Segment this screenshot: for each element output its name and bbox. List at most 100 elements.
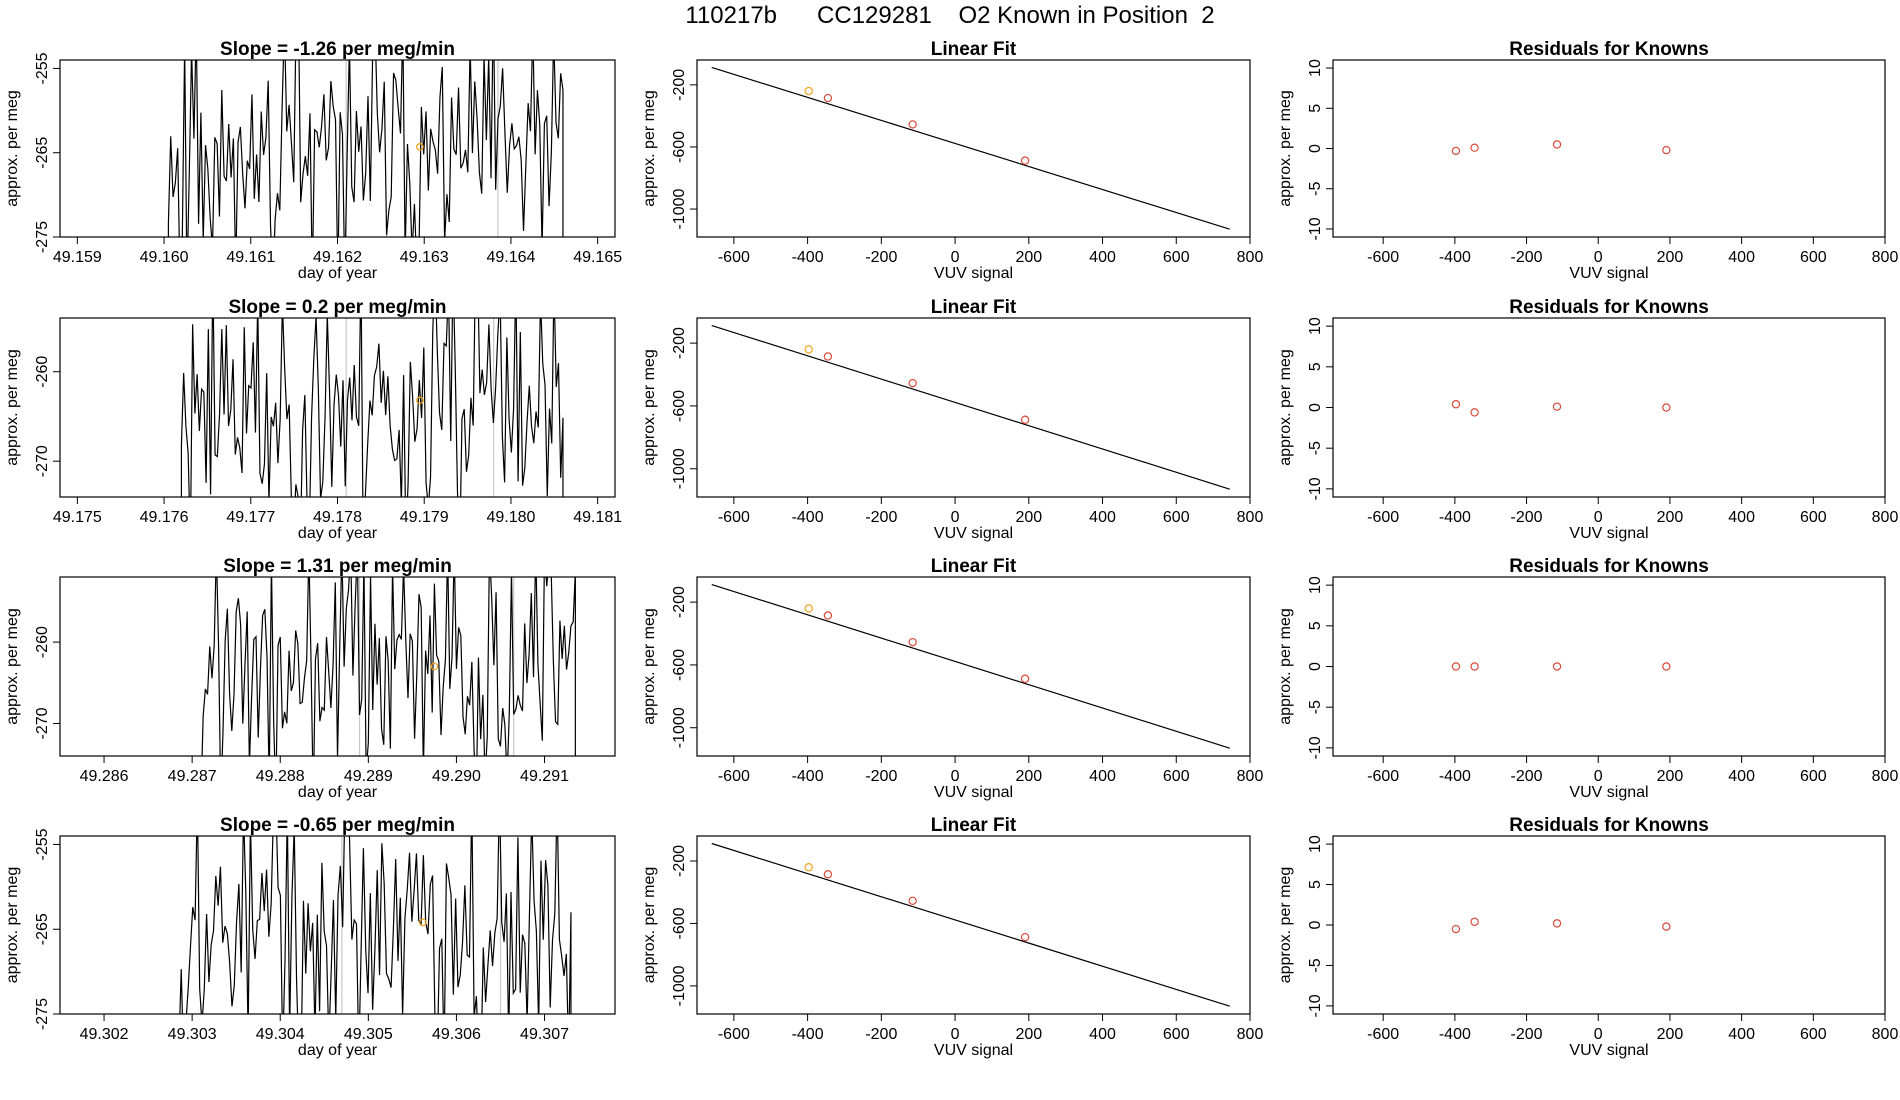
y-axis-label: approx. per meg [1277,349,1294,466]
panel-row4-time-series: Slope = -0.65 per meg/min 49.302 49.303 49.… [4,815,616,1059]
average-point [419,918,427,927]
y-tick-label: -275 [34,221,51,253]
x-tick-label: 800 [1237,509,1264,526]
y-tick-label: -200 [671,845,688,877]
y-tick-label: -10 [1307,994,1324,1017]
data-point [1020,156,1030,165]
residual-point [1451,146,1461,156]
y-tick-label: 0 [1307,662,1324,671]
x-tick-label: 600 [1800,768,1827,785]
y-tick-label: 0 [1307,144,1324,153]
residual-point [1470,408,1479,417]
x-tick-label: -600 [718,509,750,526]
y-tick-label: -600 [671,907,688,939]
average-point [416,396,424,405]
x-tick-label: -600 [718,249,750,266]
plot-area [167,60,564,237]
x-tick-label: -400 [1439,249,1471,266]
y-tick-label: -5 [1307,700,1324,714]
x-tick-label: 49.304 [256,1026,305,1043]
y-tick-label: 5 [1307,880,1324,889]
y-tick-label: -270 [34,445,51,477]
x-tick-label: -600 [1367,768,1399,785]
y-tick-label: -5 [1307,441,1324,455]
plot-area [1451,662,1671,671]
y-tick-label: -10 [1307,217,1324,240]
x-tick-label: 200 [1657,249,1684,266]
x-axis-label: VUV signal [1569,525,1648,542]
residual-point [1662,662,1671,671]
plot-frame [1332,835,1886,1015]
x-tick-label: 49.178 [313,509,362,526]
x-tick-label: 49.165 [573,249,622,266]
x-tick-label: 0 [951,768,960,785]
x-tick-label: 49.303 [168,1026,217,1043]
y-tick-label: -260 [34,626,51,658]
x-tick-label: 49.287 [168,768,217,785]
plot-area [711,842,1230,1007]
x-tick-label: 49.286 [80,768,129,785]
plot-frame [696,576,1251,757]
x-tick-label: -400 [792,249,824,266]
residual-point [1552,662,1562,671]
panel-row3-linear-fit: Linear Fit -600 -400 -200 0 200 400 600 800 VUV s… [641,556,1263,801]
x-tick-label: -200 [1511,1026,1543,1043]
plot-area [1451,400,1671,417]
plot-frame [1332,317,1886,498]
x-tick-label: -400 [792,768,824,785]
panel-row2-residuals: Residuals for Knowns -600 -400 -200 0 200 400 6… [1277,297,1898,542]
x-tick-label: -200 [1511,509,1543,526]
x-tick-label: 0 [1594,1026,1603,1043]
x-tick-label: -200 [1511,249,1543,266]
panel-title: Linear Fit [931,39,1017,60]
x-tick-label: 600 [1163,1026,1190,1043]
data-point [908,120,917,129]
x-tick-label: 800 [1872,1026,1899,1043]
x-tick-label: 49.181 [573,509,622,526]
residual-point [1552,140,1562,149]
x-tick-label: 200 [1015,509,1042,526]
x-tick-label: 49.159 [53,249,102,266]
plot-area [179,836,572,1014]
y-tick-label: -265 [34,913,51,945]
panel-row1-linear-fit: Linear Fit -600 -400 -200 0 200 400 600 800 VUV s… [641,39,1263,282]
x-tick-label: 400 [1728,1026,1755,1043]
residual-point [1470,143,1479,152]
data-point [823,352,833,361]
residual-point [1451,662,1461,671]
x-tick-label: 600 [1163,249,1190,266]
x-tick-label: 0 [1594,768,1603,785]
x-tick-label: 49.163 [400,249,449,266]
x-tick-label: 200 [1657,768,1684,785]
y-axis-label: approx. per meg [641,608,658,725]
residual-point [1552,402,1562,411]
data-point [823,93,833,103]
plot-area [1451,917,1671,934]
residual-point [1662,403,1671,412]
panel-title: Slope = -0.65 per meg/min [220,815,455,836]
x-tick-label: 49.161 [226,249,275,266]
residual-point [1451,400,1461,409]
y-tick-label: -255 [34,52,51,84]
data-point [908,637,917,647]
fit-line [711,324,1230,490]
x-tick-label: -400 [792,1026,824,1043]
x-tick-label: 49.164 [486,249,535,266]
average-point [430,662,439,671]
x-tick-label: 800 [1872,768,1899,785]
x-axis-label: VUV signal [1569,265,1648,282]
panel-row4-linear-fit: Linear Fit -600 -400 -200 0 200 400 600 800 VUV s… [641,815,1263,1059]
plot-area [711,324,1230,490]
data-point [804,86,813,96]
y-tick-label: 10 [1307,317,1324,335]
x-tick-label: 800 [1872,509,1899,526]
plot-frame [59,317,616,498]
x-tick-label: 49.307 [520,1026,569,1043]
panel-title: Linear Fit [931,556,1017,577]
plot-area [711,583,1230,749]
x-tick-label: -600 [718,1026,750,1043]
x-tick-label: 49.291 [520,768,569,785]
x-tick-label: 49.177 [226,509,275,526]
x-tick-label: 400 [1728,768,1755,785]
plot-frame [1332,576,1886,757]
